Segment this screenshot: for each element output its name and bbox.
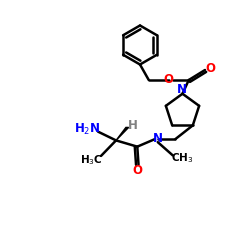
- Text: N: N: [153, 132, 163, 145]
- Text: O: O: [132, 164, 142, 177]
- Text: O: O: [164, 73, 174, 86]
- Text: O: O: [206, 62, 216, 76]
- Text: H: H: [128, 119, 138, 132]
- Polygon shape: [116, 128, 129, 140]
- Text: H$_3$C: H$_3$C: [80, 154, 103, 167]
- Text: N: N: [177, 83, 187, 96]
- Text: H$_2$N: H$_2$N: [74, 122, 101, 137]
- Text: CH$_3$: CH$_3$: [171, 151, 194, 165]
